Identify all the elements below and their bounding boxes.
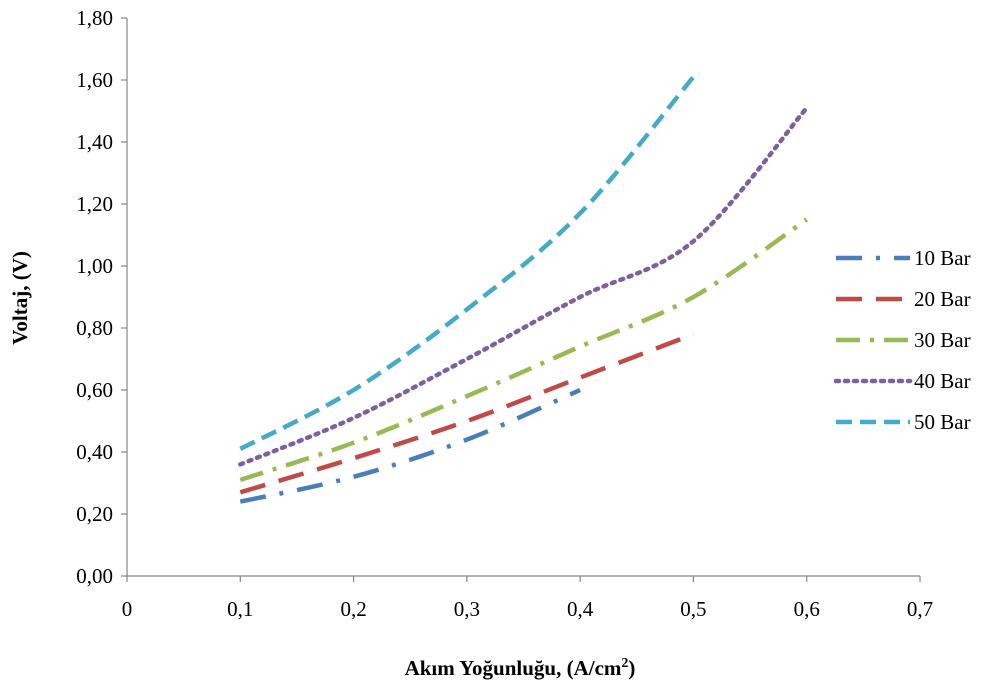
x-tick-label: 0,5	[680, 597, 706, 621]
series-line-20-bar	[239, 332, 695, 495]
y-axis-ticks: 0,00 0,20 0,40 0,60 0,80 1,00 1,20 1,40 1,60 1,80	[76, 6, 127, 588]
x-axis-title-end: )	[628, 656, 635, 680]
y-tick-label: 0,00	[76, 564, 113, 588]
y-tick-label: 0,20	[76, 502, 113, 526]
x-tick-label: 0,7	[907, 597, 933, 621]
legend-label: 30 Bar	[914, 328, 971, 352]
x-axis-title: Akım Yoğunluğu, (A/cm2)	[405, 656, 636, 680]
y-tick-label: 0,80	[76, 316, 113, 340]
x-tick-label: 0,4	[567, 597, 594, 621]
x-axis-ticks: 0 0,1 0,2 0,3 0,4 0,5 0,6 0,7	[122, 576, 933, 621]
series-line-40-bar	[238, 105, 809, 467]
y-axis-title: Voltaj, (V)	[8, 251, 32, 345]
y-tick-label: 1,20	[76, 192, 113, 216]
legend-label: 50 Bar	[914, 410, 971, 434]
legend-label: 10 Bar	[914, 246, 971, 270]
y-tick-label: 1,80	[76, 6, 113, 30]
y-tick-label: 1,00	[76, 254, 113, 278]
series-lines	[238, 75, 809, 504]
x-tick-label: 0,2	[340, 597, 366, 621]
y-tick-label: 0,40	[76, 440, 113, 464]
x-tick-label: 0,3	[454, 597, 480, 621]
x-tick-label: 0,6	[794, 597, 820, 621]
x-tick-label: 0	[122, 597, 133, 621]
y-tick-label: 1,60	[76, 68, 113, 92]
x-axis-title-superscript: 2	[621, 656, 628, 671]
x-axis-title-text: Akım Yoğunluğu, (A/cm	[405, 656, 622, 680]
series-line-10-bar	[239, 387, 582, 504]
x-tick-label: 0,1	[227, 597, 253, 621]
y-tick-label: 0,60	[76, 378, 113, 402]
legend-label: 20 Bar	[914, 287, 971, 311]
series-line-50-bar	[239, 75, 696, 451]
legend-label: 40 Bar	[914, 369, 971, 393]
y-tick-label: 1,40	[76, 130, 113, 154]
legend: 10 Bar 20 Bar 30 Bar 40 Bar 50 Bar	[833, 246, 971, 434]
series-line-30-bar	[239, 217, 808, 483]
